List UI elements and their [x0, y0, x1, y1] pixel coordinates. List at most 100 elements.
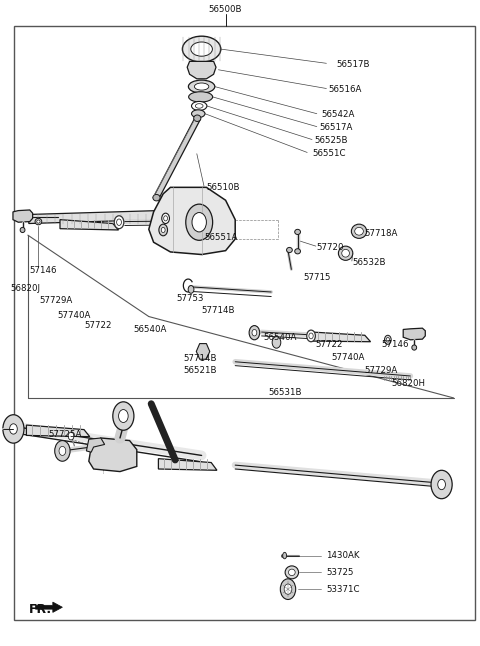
Ellipse shape — [36, 220, 40, 224]
Text: 56551A: 56551A — [204, 233, 238, 242]
Polygon shape — [29, 209, 201, 224]
Circle shape — [59, 446, 66, 455]
Text: 57725A: 57725A — [48, 430, 82, 439]
Ellipse shape — [309, 333, 313, 339]
Ellipse shape — [35, 218, 42, 225]
Ellipse shape — [252, 329, 257, 336]
Text: 57715: 57715 — [304, 273, 331, 282]
Text: 53371C: 53371C — [326, 585, 360, 594]
Circle shape — [113, 402, 134, 430]
Ellipse shape — [188, 286, 194, 293]
Ellipse shape — [189, 92, 213, 102]
Text: 56542A: 56542A — [322, 110, 355, 120]
Circle shape — [186, 204, 213, 240]
Ellipse shape — [295, 229, 300, 234]
Ellipse shape — [194, 115, 201, 121]
Circle shape — [119, 410, 128, 422]
Ellipse shape — [295, 249, 300, 254]
Circle shape — [55, 441, 70, 461]
Polygon shape — [196, 344, 210, 359]
Ellipse shape — [307, 330, 315, 342]
Text: 57753: 57753 — [176, 294, 204, 303]
Circle shape — [192, 213, 206, 232]
Circle shape — [431, 470, 452, 499]
Text: 57146: 57146 — [30, 266, 57, 275]
Ellipse shape — [194, 83, 209, 90]
Text: 57720: 57720 — [317, 243, 344, 252]
Ellipse shape — [188, 80, 215, 93]
Ellipse shape — [287, 247, 292, 253]
Ellipse shape — [272, 337, 281, 348]
Ellipse shape — [159, 224, 168, 236]
Polygon shape — [187, 61, 216, 79]
Text: 56820J: 56820J — [11, 284, 40, 293]
Polygon shape — [89, 438, 137, 472]
Text: 57740A: 57740A — [331, 353, 365, 362]
Text: 57729A: 57729A — [365, 366, 398, 375]
Text: 57714B: 57714B — [183, 354, 217, 363]
Ellipse shape — [192, 110, 205, 118]
Polygon shape — [312, 332, 371, 342]
Text: 56531B: 56531B — [269, 388, 302, 397]
Circle shape — [10, 424, 17, 434]
Ellipse shape — [117, 219, 121, 225]
Text: 56517B: 56517B — [336, 60, 370, 69]
Text: 56820H: 56820H — [391, 379, 425, 388]
Ellipse shape — [283, 552, 287, 559]
Circle shape — [284, 584, 292, 594]
Text: 56500B: 56500B — [209, 5, 242, 14]
Ellipse shape — [285, 566, 299, 579]
Text: FR.: FR. — [29, 603, 52, 616]
Text: 53725: 53725 — [326, 568, 354, 577]
Text: 57722: 57722 — [316, 340, 343, 349]
Text: 56540A: 56540A — [133, 325, 167, 334]
Ellipse shape — [249, 326, 260, 340]
Ellipse shape — [182, 36, 221, 62]
Ellipse shape — [355, 227, 363, 235]
Ellipse shape — [288, 569, 295, 576]
Text: 1430AK: 1430AK — [326, 551, 360, 560]
Ellipse shape — [161, 227, 165, 233]
Ellipse shape — [384, 335, 391, 344]
Text: 56516A: 56516A — [329, 85, 362, 94]
Polygon shape — [149, 187, 235, 255]
Text: 57729A: 57729A — [39, 296, 72, 305]
Circle shape — [280, 579, 296, 599]
Polygon shape — [26, 425, 90, 437]
Text: 57714B: 57714B — [202, 306, 235, 315]
Text: 56521B: 56521B — [183, 366, 217, 375]
Text: 57722: 57722 — [84, 321, 111, 330]
Text: 56532B: 56532B — [353, 258, 386, 267]
Polygon shape — [86, 438, 105, 452]
Polygon shape — [60, 220, 119, 230]
Ellipse shape — [114, 216, 124, 229]
Text: 57146: 57146 — [382, 340, 409, 349]
Polygon shape — [13, 210, 33, 222]
Text: 57718A: 57718A — [365, 229, 398, 238]
Circle shape — [3, 415, 24, 443]
Text: 56551C: 56551C — [312, 149, 346, 158]
Ellipse shape — [195, 104, 203, 108]
Polygon shape — [158, 459, 217, 470]
Ellipse shape — [342, 249, 349, 257]
Ellipse shape — [164, 216, 168, 221]
Ellipse shape — [153, 194, 160, 201]
Text: 56517A: 56517A — [319, 123, 353, 132]
Ellipse shape — [162, 213, 169, 224]
Circle shape — [438, 479, 445, 490]
Text: 56510B: 56510B — [206, 183, 240, 192]
Text: 57740A: 57740A — [58, 311, 91, 320]
Polygon shape — [153, 119, 201, 198]
Ellipse shape — [192, 101, 207, 110]
Ellipse shape — [386, 337, 390, 342]
Ellipse shape — [351, 224, 367, 238]
Ellipse shape — [191, 42, 212, 56]
Polygon shape — [403, 328, 425, 340]
Circle shape — [68, 432, 74, 440]
Text: 56540A: 56540A — [263, 333, 297, 342]
Ellipse shape — [20, 227, 25, 233]
Ellipse shape — [412, 345, 417, 350]
Ellipse shape — [338, 246, 353, 260]
Text: 56525B: 56525B — [314, 136, 348, 145]
Polygon shape — [36, 602, 62, 612]
